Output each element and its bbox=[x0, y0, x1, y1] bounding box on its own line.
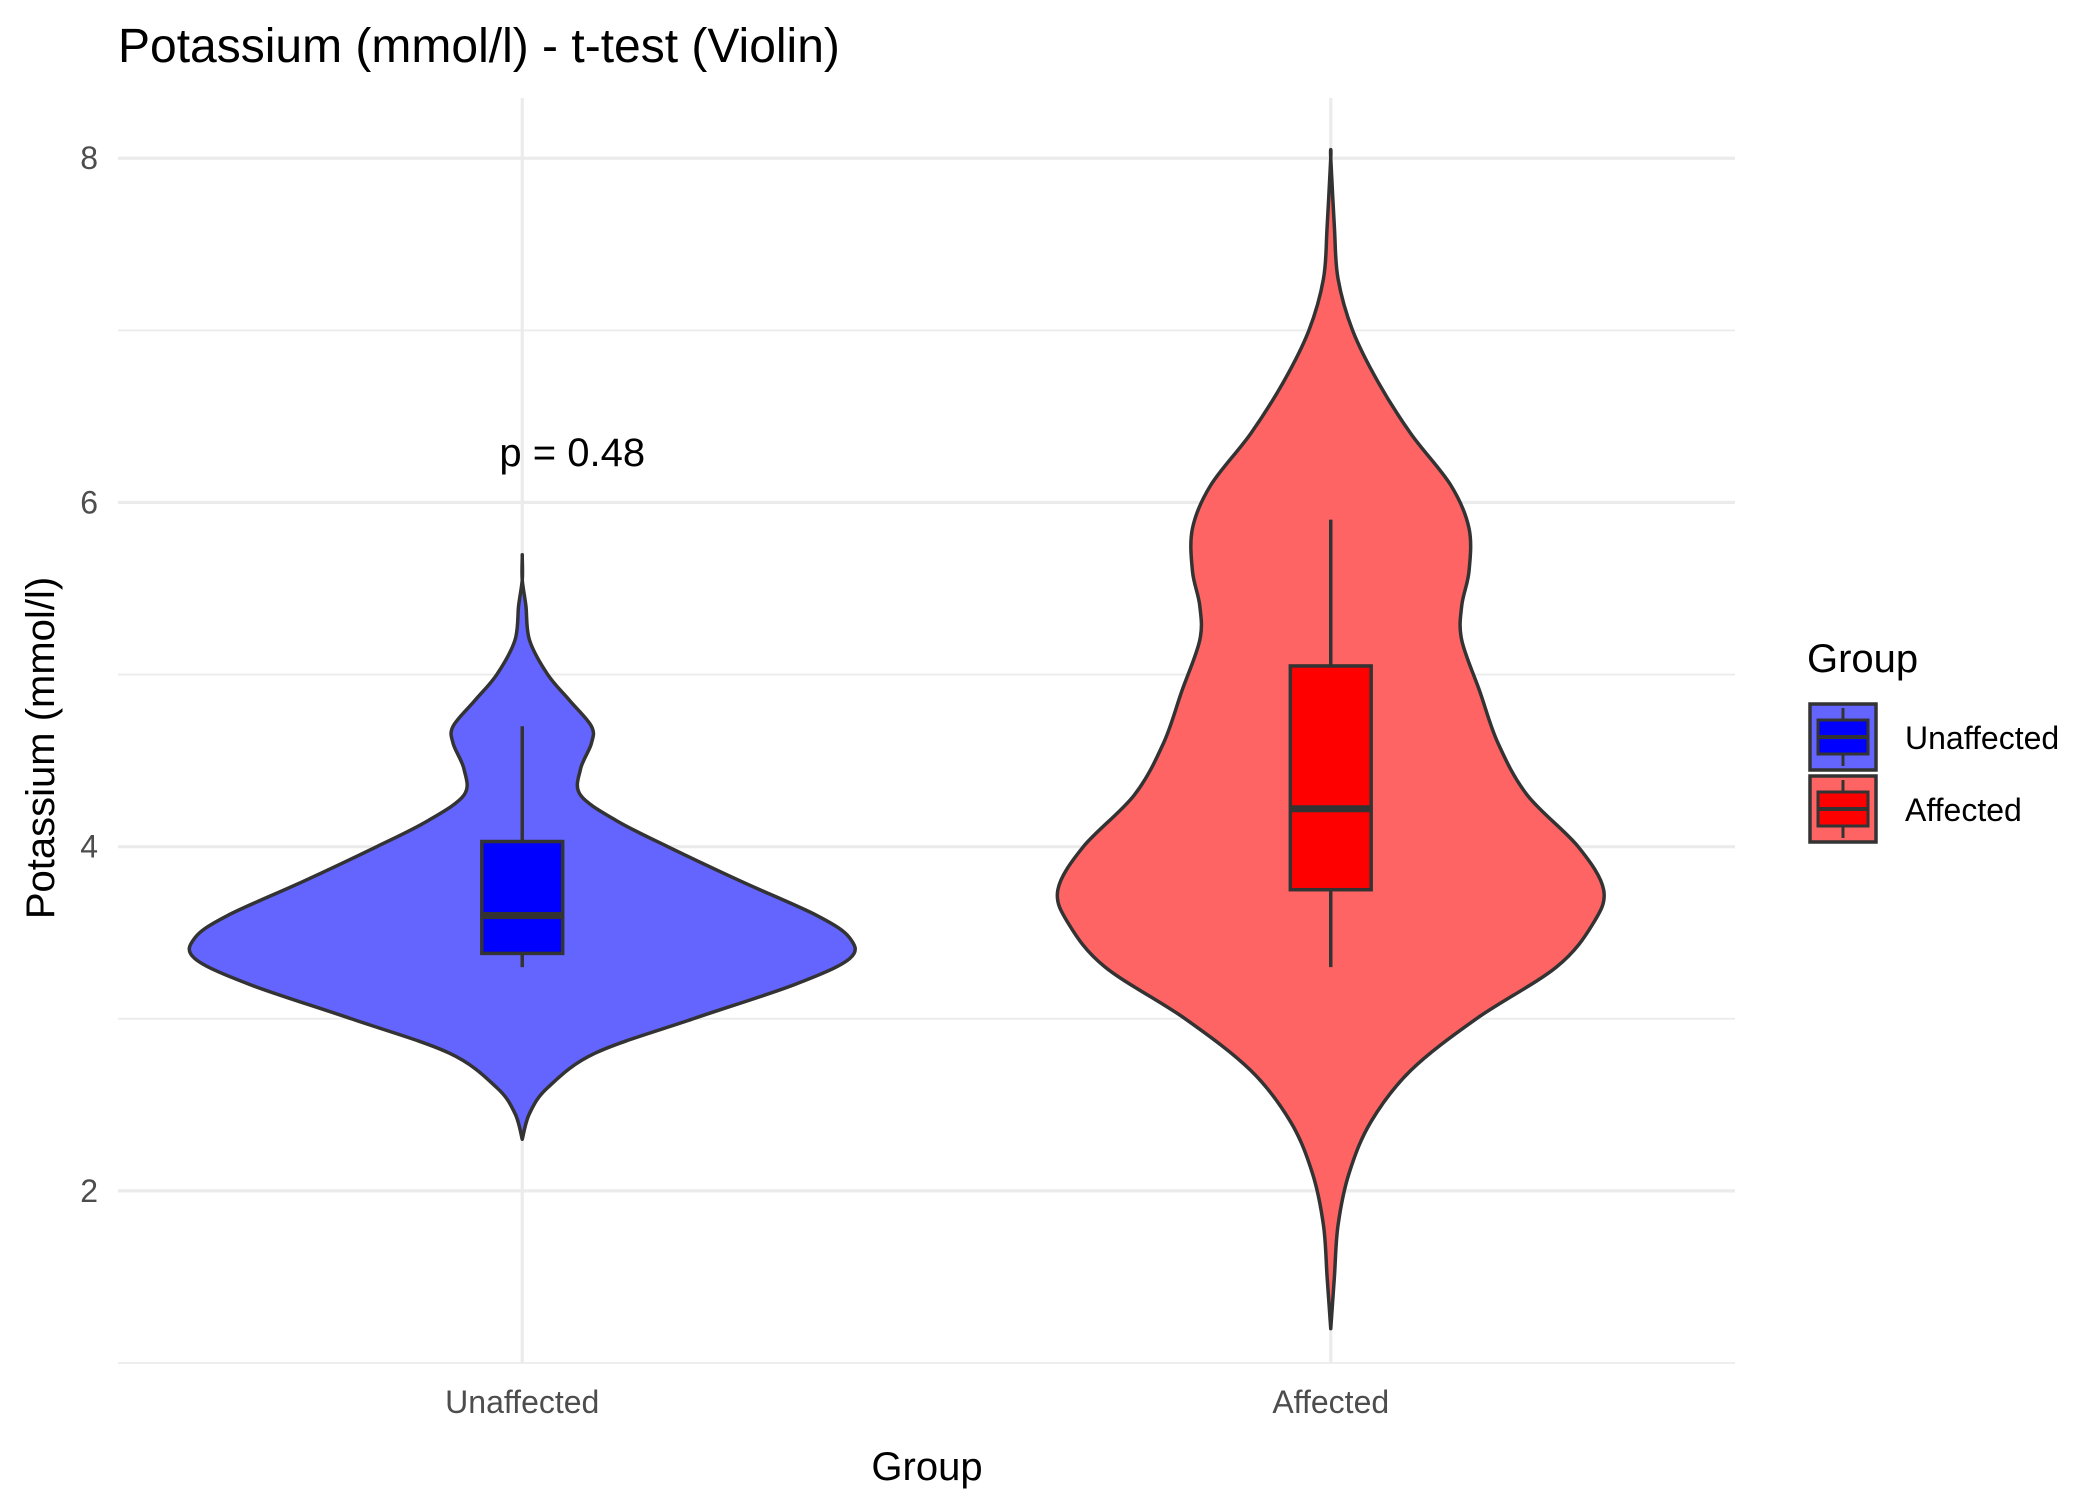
legend-title: Group bbox=[1807, 637, 1918, 681]
legend-item-affected: Affected bbox=[1808, 774, 2022, 844]
legend-item-unaffected: Unaffected bbox=[1808, 702, 2059, 772]
y-tick-label: 6 bbox=[80, 484, 98, 520]
box-iqr bbox=[480, 839, 565, 956]
p-value-annotation: p = 0.48 bbox=[499, 431, 645, 475]
y-axis-ticks: 2 4 6 8 bbox=[80, 140, 98, 1209]
violins-layer bbox=[187, 147, 1606, 1331]
x-tick-label: Unaffected bbox=[445, 1384, 599, 1420]
chart-title: Potassium (mmol/l) - t-test (Violin) bbox=[118, 20, 840, 73]
legend-label: Unaffected bbox=[1905, 720, 2059, 756]
box-iqr bbox=[1288, 664, 1373, 892]
y-tick-label: 2 bbox=[80, 1173, 98, 1209]
x-axis-ticks: Unaffected Affected bbox=[445, 1384, 1389, 1420]
boxplot-affected bbox=[1288, 519, 1373, 968]
y-tick-label: 4 bbox=[80, 829, 98, 865]
x-axis-title: Group bbox=[871, 1445, 982, 1489]
x-tick-label: Affected bbox=[1272, 1384, 1389, 1420]
boxplot-unaffected bbox=[480, 726, 565, 968]
legend-label: Affected bbox=[1905, 792, 2022, 828]
boxplots-layer bbox=[480, 519, 1373, 968]
y-axis-title: Potassium (mmol/l) bbox=[19, 577, 63, 919]
y-tick-label: 8 bbox=[80, 140, 98, 176]
legend: Group Unaffected Affected bbox=[1807, 637, 2059, 844]
